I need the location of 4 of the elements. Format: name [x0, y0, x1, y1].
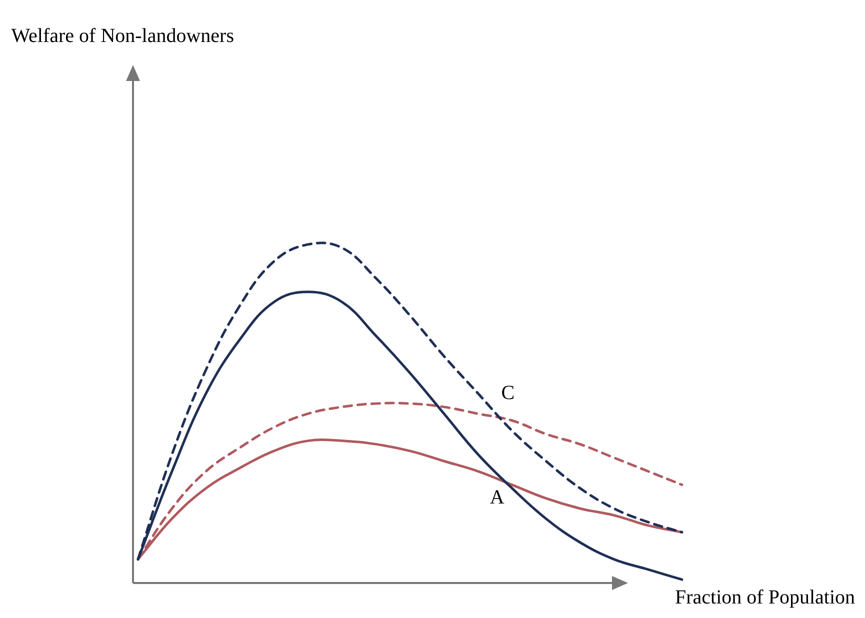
annotation: C: [501, 382, 515, 404]
text: Welfare of Non-landowners: [11, 24, 234, 47]
annotation: A: [490, 486, 505, 508]
x-axis-title: Fraction of Population: [675, 586, 855, 608]
